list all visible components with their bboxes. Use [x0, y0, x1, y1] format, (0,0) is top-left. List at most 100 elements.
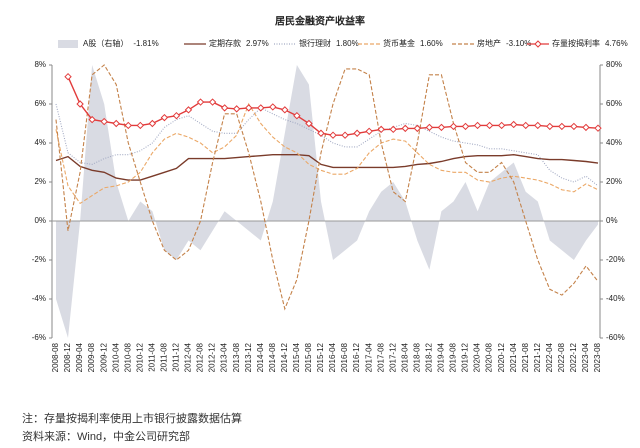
marker — [582, 123, 590, 132]
x-tick-label: 2014-12 — [280, 342, 289, 372]
marker — [389, 125, 397, 134]
y2-tick-label: 80% — [606, 60, 622, 69]
marker — [245, 104, 253, 112]
legend-value: 1.80% — [336, 39, 359, 48]
x-tick-label: 2008-12 — [63, 342, 72, 372]
x-tick-label: 2018-12 — [424, 342, 433, 372]
y-tick-label: 8% — [34, 60, 46, 69]
legend-marker — [534, 40, 542, 48]
x-tick-label: 2020-12 — [497, 342, 506, 372]
marker — [196, 98, 205, 106]
x-tick-label: 2022-04 — [545, 342, 554, 372]
marker — [546, 122, 554, 131]
marker — [522, 121, 530, 130]
legend-swatch — [58, 40, 78, 48]
marker — [136, 121, 145, 130]
x-tick-label: 2023-04 — [581, 342, 590, 372]
x-tick-label: 2012-04 — [184, 342, 193, 372]
x-tick-label: 2020-04 — [473, 342, 482, 372]
marker — [100, 117, 108, 126]
x-tick-label: 2011-08 — [160, 342, 169, 371]
y2-tick-label: -20% — [606, 255, 625, 264]
x-tick-label: 2017-04 — [364, 342, 373, 372]
x-tick-label: 2020-08 — [485, 342, 494, 372]
x-tick-label: 2009-08 — [87, 342, 96, 372]
marker — [497, 121, 506, 130]
y2-tick-label: 40% — [606, 138, 622, 147]
marker — [160, 113, 169, 122]
area — [56, 65, 598, 338]
x-tick-label: 2008-08 — [51, 342, 60, 372]
marker — [329, 131, 337, 139]
marker — [184, 106, 193, 114]
legend-label: 货币基金 — [383, 38, 415, 48]
x-tick-label: 2010-08 — [123, 342, 132, 372]
marker — [401, 124, 409, 133]
marker — [509, 120, 518, 129]
x-tick-label: 2019-04 — [437, 342, 446, 372]
x-tick-label: 2019-12 — [461, 342, 470, 372]
x-tick-label: 2022-08 — [557, 342, 566, 372]
y2-tick-label: -40% — [606, 294, 625, 303]
marker — [281, 106, 289, 114]
marker — [594, 124, 602, 132]
source: 资料来源：Wind，中金公司研究部 — [22, 429, 190, 443]
x-tick-label: 2018-04 — [400, 342, 409, 372]
marker — [257, 104, 265, 112]
marker — [124, 121, 132, 130]
marker — [76, 100, 84, 108]
x-tick-label: 2010-04 — [111, 342, 120, 372]
legend-value: -1.81% — [133, 39, 158, 48]
x-tick-label: 2019-08 — [449, 342, 458, 372]
x-tick-label: 2015-04 — [292, 342, 301, 372]
x-tick-label: 2014-08 — [268, 342, 277, 372]
line — [55, 102, 599, 205]
x-tick-label: 2021-12 — [533, 342, 542, 372]
x-tick-label: 2009-04 — [75, 342, 84, 372]
x-tick-label: 2018-08 — [412, 342, 421, 372]
marker — [112, 119, 120, 128]
marker — [317, 129, 325, 137]
marker — [208, 98, 217, 106]
marker — [88, 115, 96, 124]
legend-value: 1.60% — [420, 39, 443, 48]
legend-label: 房地产 — [477, 38, 501, 48]
marker — [485, 121, 494, 130]
x-tick-label: 2013-12 — [244, 342, 253, 372]
marker — [305, 119, 313, 128]
marker — [353, 129, 361, 137]
x-tick-label: 2011-04 — [147, 342, 156, 371]
x-tick-label: 2017-08 — [376, 342, 385, 372]
x-tick-label: 2012-08 — [196, 342, 205, 372]
marker — [269, 103, 277, 111]
note: 注：存量按揭利率使用上市银行披露数据估算 — [22, 411, 242, 425]
marker — [148, 119, 157, 128]
marker — [293, 111, 301, 120]
x-tick-label: 2016-12 — [352, 342, 361, 372]
marker — [570, 122, 578, 131]
line — [55, 103, 599, 187]
y2-tick-label: -60% — [606, 333, 625, 342]
x-tick-label: 2014-04 — [256, 342, 265, 372]
x-tick-label: 2023-08 — [593, 342, 602, 372]
legend-label: 银行理财 — [299, 38, 331, 48]
marker — [534, 121, 542, 130]
x-tick-label: 2015-12 — [316, 342, 325, 372]
marker — [413, 124, 422, 133]
x-tick-label: 2021-04 — [509, 342, 518, 372]
y-tick-label: -2% — [32, 255, 46, 264]
x-tick-label: 2015-08 — [304, 342, 313, 372]
legend-value: -3.10% — [506, 39, 531, 48]
y-tick-label: 4% — [34, 138, 46, 147]
y2-tick-label: 0% — [606, 216, 618, 225]
y-tick-label: -4% — [32, 294, 46, 303]
y-tick-label: 0% — [34, 216, 46, 225]
x-tick-label: 2010-12 — [135, 342, 144, 372]
x-tick-label: 2021-08 — [521, 342, 530, 372]
legend-label: 定期存款 — [209, 38, 241, 48]
marker — [473, 121, 482, 130]
chart-title: 居民金融资产收益率 — [275, 15, 365, 28]
x-tick-label: 2013-08 — [232, 342, 241, 372]
marker — [377, 125, 385, 134]
marker — [437, 123, 446, 132]
